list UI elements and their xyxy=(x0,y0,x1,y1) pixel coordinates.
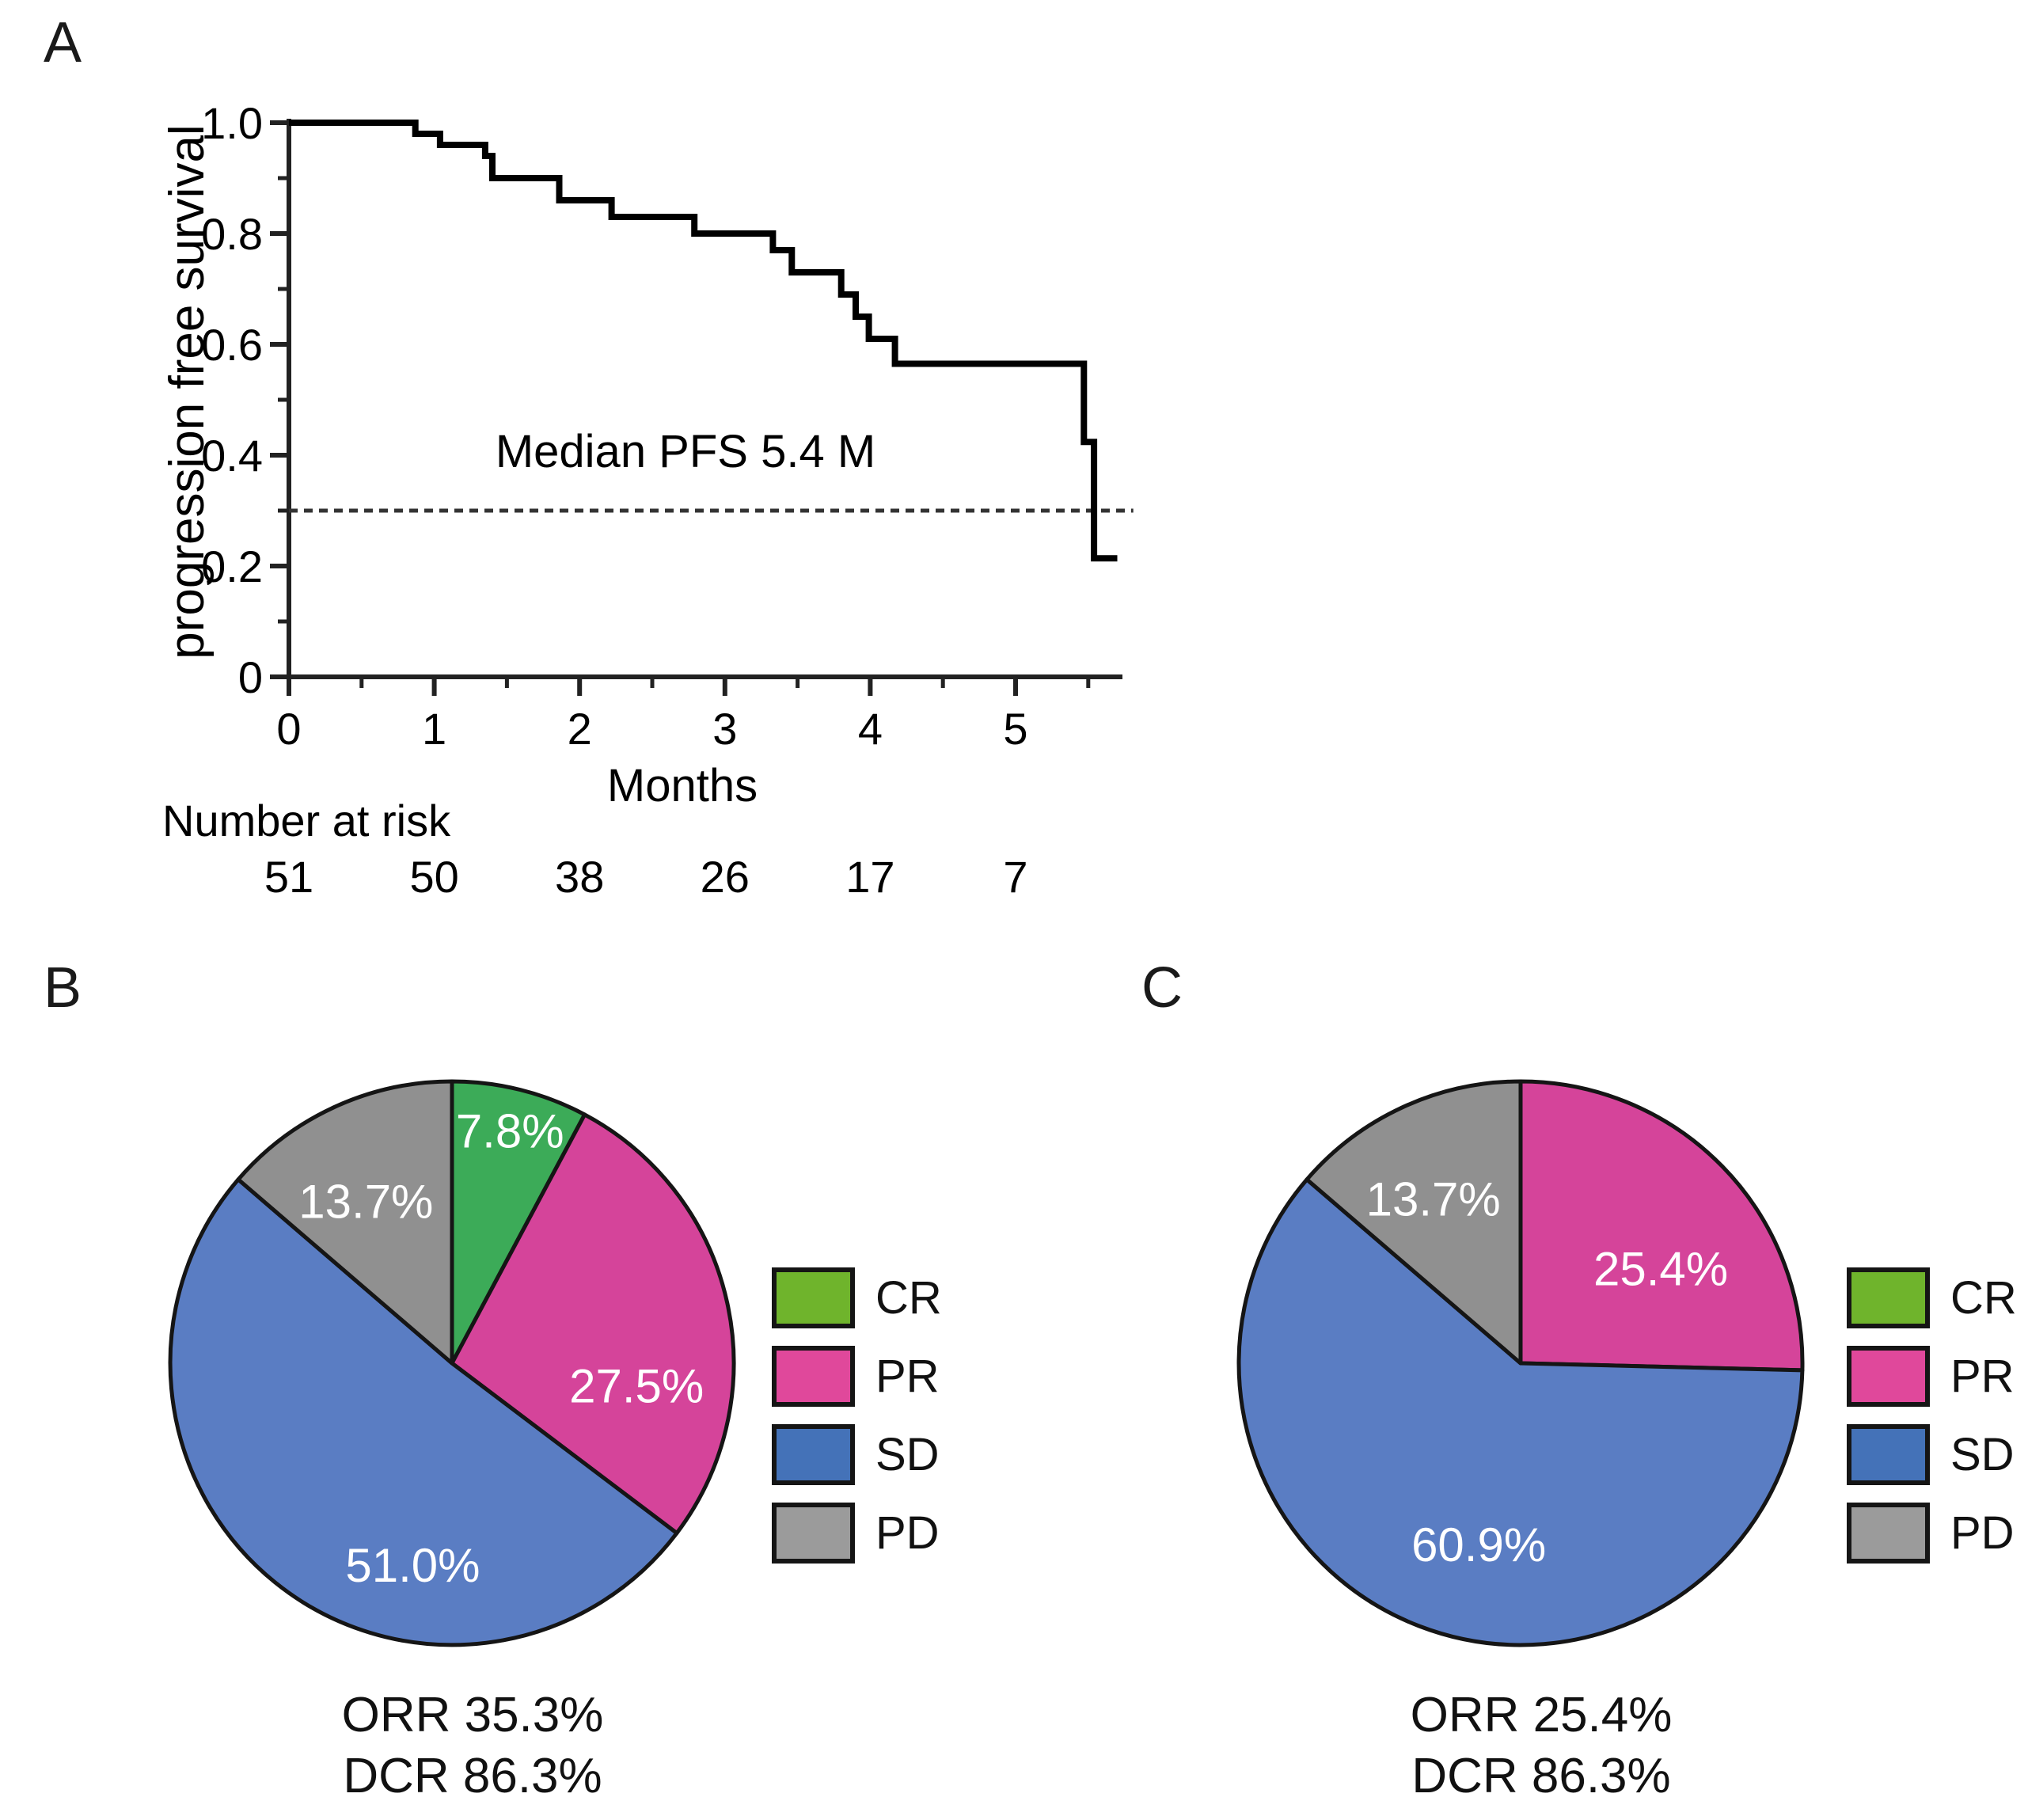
legend-swatch-sd xyxy=(1847,1424,1930,1485)
legend-row-sd-b: SD xyxy=(772,1424,942,1485)
legend-label-cr: CR xyxy=(1950,1272,2017,1324)
orr-value-c: ORR 25.4% xyxy=(1410,1688,1673,1742)
legend-label-sd: SD xyxy=(875,1429,940,1480)
legend-label-cr: CR xyxy=(875,1272,942,1324)
x-tick-label: 4 xyxy=(858,704,883,754)
y-tick-label: 0.8 xyxy=(201,209,263,259)
pie-slice-percent-label: 60.9% xyxy=(1411,1518,1546,1571)
median-pfs-annotation: Median PFS 5.4 M xyxy=(495,426,876,477)
legend-label-pd: PD xyxy=(1950,1507,2015,1559)
x-tick-label: 0 xyxy=(276,704,301,754)
km-survival-curve xyxy=(289,120,1118,562)
number-at-risk-label: Number at risk xyxy=(162,796,451,845)
pie-slice-pr xyxy=(1518,1079,1805,1373)
legend-row-cr-c: CR xyxy=(1847,1267,2017,1328)
legend-swatch-sd xyxy=(772,1424,855,1485)
legend-row-cr-b: CR xyxy=(772,1267,942,1328)
legend-swatch-pd xyxy=(1847,1503,1930,1564)
pie-slice-pd xyxy=(236,1079,454,1366)
y-axis-title: progression free survival xyxy=(160,124,215,659)
pie-slice-pd xyxy=(1305,1079,1523,1366)
pie-slice-percent-label: 51.0% xyxy=(345,1539,480,1592)
legend-row-pd-b: PD xyxy=(772,1503,942,1564)
legend-row-pr-b: PR xyxy=(772,1346,942,1407)
x-axis-title: Months xyxy=(606,760,758,811)
pie-slice-percent-label: 13.7% xyxy=(298,1176,433,1229)
dcr-value-b: DCR 86.3% xyxy=(343,1749,602,1803)
x-tick-label: 3 xyxy=(712,704,737,754)
pie-slice-sd xyxy=(168,1177,679,1647)
number-at-risk-value: 7 xyxy=(1003,852,1027,902)
orr-value-b: ORR 35.3% xyxy=(341,1688,604,1742)
legend-label-sd: SD xyxy=(1950,1429,2015,1480)
y-tick-label: 0.4 xyxy=(201,431,263,481)
number-at-risk-value: 50 xyxy=(409,852,458,902)
panel-b-label: B xyxy=(44,956,82,1020)
pie-slice-percent-label: 13.7% xyxy=(1366,1173,1501,1226)
pie-slice-percent-label: 27.5% xyxy=(569,1360,704,1413)
legend-label-pr: PR xyxy=(875,1351,940,1402)
legend-swatch-pr xyxy=(1847,1346,1930,1407)
number-at-risk-value: 26 xyxy=(701,852,750,902)
panel-a-label: A xyxy=(44,11,82,74)
panel-c-label: C xyxy=(1141,956,1183,1020)
pie-slice-percent-label: 25.4% xyxy=(1593,1243,1728,1296)
pie-slice-pr xyxy=(450,1112,736,1536)
number-at-risk-value: 17 xyxy=(845,852,894,902)
legend-label-pd: PD xyxy=(875,1507,940,1559)
legend-panel-b: CR PR SD PD xyxy=(772,1267,942,1564)
legend-swatch-pd xyxy=(772,1503,855,1564)
x-tick-label: 5 xyxy=(1003,704,1027,754)
legend-panel-c: CR PR SD PD xyxy=(1847,1267,2017,1564)
pie-slice-cr xyxy=(450,1079,587,1366)
legend-row-pr-c: PR xyxy=(1847,1346,2017,1407)
pie-slice-percent-label: 7.8% xyxy=(456,1104,564,1157)
y-tick-label: 0.2 xyxy=(201,541,263,591)
dcr-value-c: DCR 86.3% xyxy=(1411,1749,1671,1803)
legend-swatch-pr xyxy=(772,1346,855,1407)
legend-label-pr: PR xyxy=(1950,1351,2015,1402)
y-tick-label: 0 xyxy=(238,652,263,702)
legend-swatch-cr xyxy=(1847,1267,1930,1328)
pie-slice-sd xyxy=(1236,1177,1805,1647)
km-axes xyxy=(287,119,1122,679)
legend-swatch-cr xyxy=(772,1267,855,1328)
x-tick-label: 1 xyxy=(422,704,446,754)
legend-row-pd-c: PD xyxy=(1847,1503,2017,1564)
x-tick-label: 2 xyxy=(568,704,592,754)
number-at-risk-value: 51 xyxy=(264,852,313,902)
y-tick-label: 1.0 xyxy=(201,98,263,148)
legend-row-sd-c: SD xyxy=(1847,1424,2017,1485)
y-tick-label: 0.6 xyxy=(201,320,263,370)
number-at-risk-value: 38 xyxy=(555,852,604,902)
